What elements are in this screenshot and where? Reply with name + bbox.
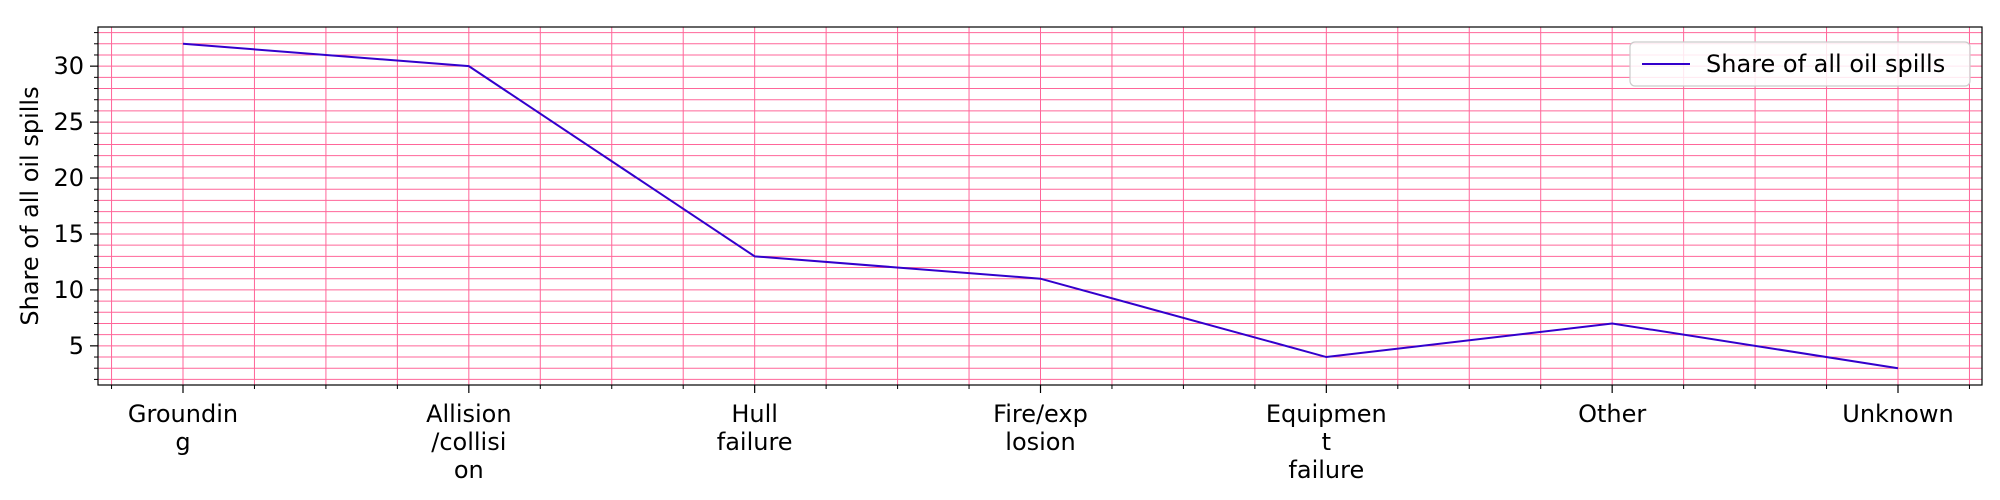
x-tick-label-line: Fire/exp [993, 400, 1088, 428]
x-tick-label: Equipmen t failure [1266, 400, 1387, 484]
y-tick-label: 25 [53, 108, 84, 136]
x-tick-label: Fire/exp losion [993, 400, 1088, 456]
x-tick-label-line: failure [717, 428, 793, 456]
series-line [182, 42, 1899, 370]
y-tick-label: 30 [53, 52, 84, 80]
x-tick-label-line: g [175, 428, 190, 456]
x-tick-label-line: Groundin [128, 400, 238, 428]
legend-box [1629, 41, 1971, 87]
x-tick-label-line: t [1322, 428, 1331, 456]
legend-label: Share of all oil spills [1706, 50, 1945, 78]
x-tick-label-line: failure [1288, 456, 1364, 484]
x-tick-label-line: losion [1005, 428, 1075, 456]
y-tick-label: 15 [53, 220, 84, 248]
x-tick-label: Hull failure [717, 400, 793, 456]
x-tick-label: Other [1578, 400, 1646, 428]
x-tick-label-line: Equipmen [1266, 400, 1387, 428]
x-tick-label-line: Allision [426, 400, 512, 428]
x-tick-label: Groundin g [128, 400, 238, 456]
y-axis-label: Share of all oil spills [16, 86, 44, 325]
y-tick-label: 20 [53, 164, 84, 192]
legend: Share of all oil spills [1629, 41, 1971, 87]
x-tick-label-line: Hull [731, 400, 778, 428]
x-tick-label-line: Unknown [1842, 400, 1953, 428]
x-tick-label-line: /collisi [431, 428, 506, 456]
x-tick-label-line: Other [1578, 400, 1646, 428]
y-tick-labels: 5 10 15 20 25 30 [53, 52, 84, 360]
y-tick-label: 5 [69, 332, 84, 360]
x-tick-label: Allision/collisi on [426, 400, 512, 484]
x-tick-label: Unknown [1842, 400, 1953, 428]
series-lines [182, 42, 1899, 370]
y-tick-label: 10 [53, 276, 84, 304]
x-tick-label-line: on [454, 456, 484, 484]
axis-ticks [90, 32, 1970, 393]
